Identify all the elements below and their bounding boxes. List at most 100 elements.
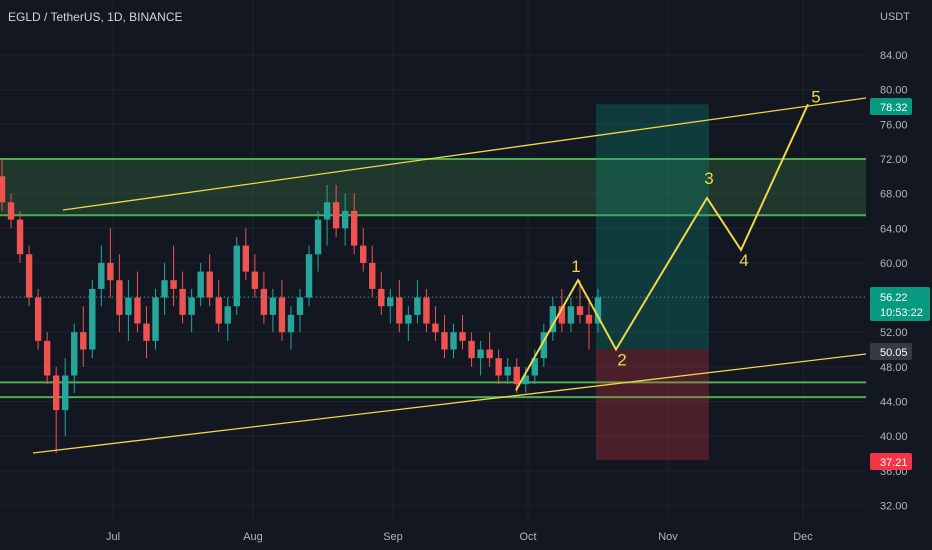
price-tick-label: 84.00 [880, 50, 908, 62]
candle-body [332, 202, 340, 229]
candle-body [25, 254, 33, 298]
candle-body [134, 297, 141, 324]
symbol-title[interactable]: EGLD / TetherUS, 1D, BINANCE [8, 10, 183, 24]
candle-body [278, 297, 286, 333]
candle-body [549, 306, 557, 333]
time-tick-label: Aug [243, 531, 263, 543]
wave-label-5: 5 [811, 87, 820, 106]
price-tick-label: 80.00 [880, 85, 908, 97]
candle-body [486, 349, 493, 359]
candle-body [378, 288, 385, 307]
candle-body [423, 297, 430, 324]
candle-body [387, 297, 394, 307]
candle-body [0, 176, 6, 203]
price-tick-label: 44.00 [880, 396, 908, 408]
candle-body [504, 366, 511, 376]
time-axis[interactable]: Jul Aug Sep Oct Nov Dec [106, 531, 813, 543]
resistance-zone [0, 159, 866, 216]
candle-body [125, 297, 132, 315]
price-tick-label: 52.00 [880, 327, 908, 339]
current-price-value: 56.22 [880, 292, 908, 304]
candlestick-series [0, 159, 602, 454]
candle-body [585, 314, 593, 324]
elliott-wave-projection[interactable]: 1 2 3 4 5 [515, 87, 821, 391]
long-position-tool[interactable] [596, 104, 709, 461]
time-tick-label: Jul [106, 531, 120, 543]
price-tick-label: 68.00 [880, 189, 908, 201]
candle-body [233, 245, 240, 307]
candle-body [558, 306, 566, 324]
candle-body [459, 332, 466, 341]
candle-body [305, 254, 313, 298]
candle-body [170, 280, 177, 289]
candle-body [522, 375, 529, 385]
candle-body [206, 271, 213, 298]
candle-body [567, 306, 575, 324]
candle-body [224, 306, 231, 324]
wave-label-4: 4 [739, 251, 748, 270]
candle-body [116, 280, 123, 315]
candle-body [152, 297, 159, 341]
candle-body [34, 297, 42, 341]
candle-body [260, 288, 268, 315]
candle-body [360, 245, 367, 263]
candle-body [287, 314, 295, 333]
candle-body [89, 288, 96, 350]
time-tick-label: Sep [383, 531, 403, 543]
price-tick-label: 72.00 [880, 154, 908, 166]
candle-body [7, 202, 15, 220]
target-price-tag: 78.32 [870, 98, 912, 115]
candle-body [576, 306, 584, 315]
candle-body [405, 314, 412, 324]
candle-body [531, 358, 538, 376]
trendlines[interactable] [32, 97, 867, 454]
wave-path [515, 103, 809, 391]
candle-body [341, 210, 349, 229]
candle-body [215, 297, 222, 324]
loss-zone [596, 349, 709, 461]
candle-body [296, 297, 304, 315]
candle-body [161, 280, 168, 298]
stop-price-value: 37.21 [880, 457, 908, 469]
candle-body [98, 262, 105, 289]
candle-body [314, 219, 322, 255]
currency-label: USDT [880, 11, 910, 23]
price-tick-label: 64.00 [880, 223, 908, 235]
price-tick-label: 60.00 [880, 258, 908, 270]
candle-body [323, 202, 331, 220]
candle-body [513, 366, 520, 385]
wave-label-1: 1 [571, 257, 580, 276]
wave-label-3: 3 [704, 169, 713, 188]
candle-body [16, 219, 24, 255]
upper-trendline [62, 97, 867, 211]
stop-price-tag: 37.21 [870, 453, 912, 470]
candle-body [495, 358, 502, 376]
gridlines [0, 0, 866, 522]
candle-body [251, 271, 259, 289]
time-tick-label: Oct [519, 531, 536, 543]
candle-body [269, 297, 277, 315]
time-tick-label: Nov [658, 531, 678, 543]
candle-body [188, 297, 195, 315]
entry-price-value: 50.05 [880, 347, 908, 359]
candle-body [450, 332, 457, 350]
lower-trendline [32, 353, 867, 454]
candle-body [179, 288, 186, 315]
current-price-tag: 56.22 10:53:22 [870, 287, 930, 321]
candle-countdown: 10:53:22 [880, 307, 923, 319]
candle-body [143, 323, 150, 341]
candle-body [71, 332, 78, 376]
candle-body [414, 297, 421, 315]
candle-body [62, 375, 69, 411]
candle-body [441, 332, 448, 350]
wave-label-2: 2 [617, 351, 626, 370]
candle-body [197, 271, 204, 298]
price-tick-label: 32.00 [880, 500, 908, 512]
candle-body [43, 340, 51, 376]
candle-body [396, 297, 403, 324]
candle-body [52, 375, 60, 411]
price-tick-label: 76.00 [880, 119, 908, 131]
